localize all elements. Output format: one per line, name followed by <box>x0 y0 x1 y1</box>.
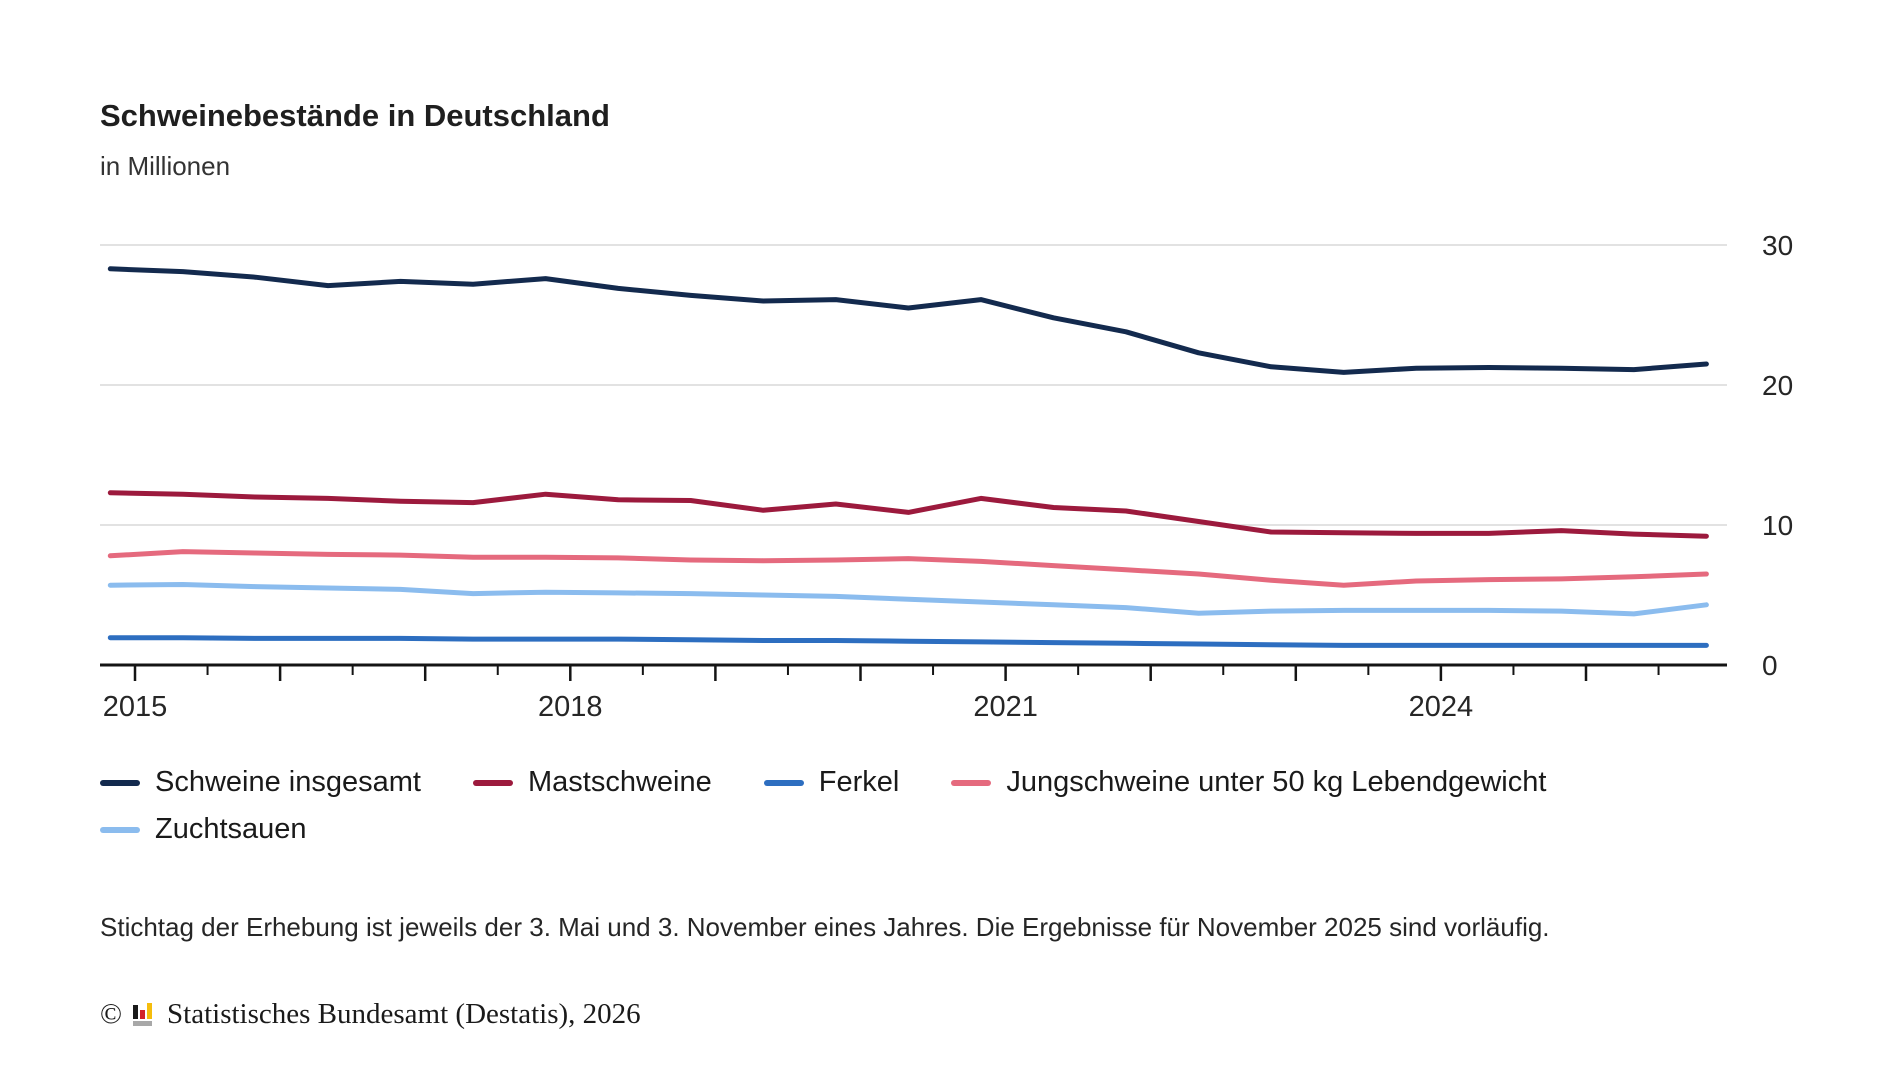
legend-label: Zuchtsauen <box>155 813 307 845</box>
legend-swatch-schweine-insgesamt <box>100 779 140 786</box>
chart-legend: Schweine insgesamt Mastschweine Ferkel Jung… <box>100 766 1760 846</box>
legend-item-ferkel: Ferkel <box>763 766 900 799</box>
series-line-ferkel <box>107 635 1709 648</box>
destatis-bar-chart-logo-icon <box>133 1003 153 1026</box>
legend-swatch-zuchtsauen <box>100 826 140 833</box>
legend-swatch-jungschweine-unter-50-kg-lebendgewicht <box>951 779 992 786</box>
series-line-schweine-insgesamt <box>107 266 1709 375</box>
legend-label: Mastschweine <box>527 766 712 798</box>
footnote-text: Stichtag der Erhebung ist jeweils der 3.… <box>100 912 1550 942</box>
legend-row: Zuchtsauen <box>100 813 1760 846</box>
y-axis-label-10: 10 <box>1762 510 1793 541</box>
legend-item-schweine-insgesamt: Schweine insgesamt <box>100 766 421 799</box>
x-axis-label-2021: 2021 <box>973 691 1038 723</box>
y-axis-label-0: 0 <box>1762 650 1778 681</box>
legend-swatch-mastschweine <box>472 779 513 786</box>
series-line-jungschweine-unter-50-kg-lebendgewicht <box>107 549 1709 588</box>
chart-unit-subtitle: in Millionen <box>100 151 231 181</box>
copyright-symbol: © <box>100 998 123 1030</box>
series-line-mastschweine <box>107 490 1709 539</box>
x-axis-label-2015: 2015 <box>103 691 168 723</box>
legend-swatch-ferkel <box>763 779 804 786</box>
legend-item-zuchtsauen: Zuchtsauen <box>100 813 307 846</box>
legend-label: Schweine insgesamt <box>155 766 421 798</box>
legend-item-jungschweine-unter-50-kg-lebendgewicht: Jungschweine unter 50 kg Lebendgewicht <box>951 766 1546 799</box>
source-text: Statistisches Bundesamt (Destatis), 2026 <box>167 998 641 1030</box>
x-axis-label-2024: 2024 <box>1409 691 1474 723</box>
source-line: © Statistisches Bundesamt (Destatis), 20… <box>100 998 641 1031</box>
series-line-zuchtsauen <box>107 582 1709 617</box>
y-axis-label-20: 20 <box>1762 370 1793 401</box>
legend-row: Schweine insgesamt Mastschweine Ferkel Jung… <box>100 766 1760 799</box>
page-title: Schweinebestände in Deutschland <box>100 98 610 133</box>
legend-label: Jungschweine unter 50 kg Lebendgewicht <box>1006 766 1547 798</box>
x-axis-label-2018: 2018 <box>538 691 603 723</box>
legend-label: Ferkel <box>818 766 900 798</box>
y-axis-label-30: 30 <box>1762 230 1793 261</box>
legend-item-mastschweine: Mastschweine <box>472 766 712 799</box>
